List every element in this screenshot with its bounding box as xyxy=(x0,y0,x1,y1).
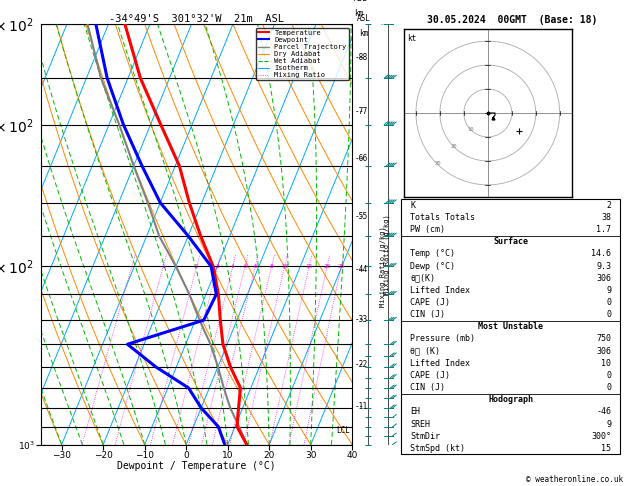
Text: -6: -6 xyxy=(354,154,364,162)
Text: θᴄ (K): θᴄ (K) xyxy=(410,347,440,356)
Text: 6: 6 xyxy=(253,264,257,269)
Text: 5: 5 xyxy=(243,264,247,269)
Text: CAPE (J): CAPE (J) xyxy=(410,298,450,307)
Text: 306: 306 xyxy=(596,347,611,356)
Text: -1: -1 xyxy=(354,402,364,411)
Text: -8: -8 xyxy=(359,53,368,62)
Text: StmDir: StmDir xyxy=(410,432,440,441)
Text: 10: 10 xyxy=(601,359,611,368)
Text: -5: -5 xyxy=(354,212,364,221)
Text: Most Unstable: Most Unstable xyxy=(478,322,543,331)
Text: Lifted Index: Lifted Index xyxy=(410,286,470,295)
Text: SREH: SREH xyxy=(410,419,430,429)
Text: kt: kt xyxy=(408,34,416,43)
Text: 10: 10 xyxy=(281,264,289,269)
Text: 3: 3 xyxy=(216,264,220,269)
Text: 9: 9 xyxy=(606,419,611,429)
Text: Dewp (°C): Dewp (°C) xyxy=(410,261,455,271)
Text: 750: 750 xyxy=(596,334,611,344)
Title: -34°49'S  301°32'W  21m  ASL: -34°49'S 301°32'W 21m ASL xyxy=(109,14,284,23)
Text: © weatheronline.co.uk: © weatheronline.co.uk xyxy=(526,474,623,484)
Text: ASL: ASL xyxy=(357,14,370,23)
Text: 20: 20 xyxy=(323,264,331,269)
Text: -7: -7 xyxy=(359,107,368,116)
Text: 306: 306 xyxy=(596,274,611,283)
Text: 14.6: 14.6 xyxy=(591,249,611,259)
Text: 1.7: 1.7 xyxy=(596,225,611,234)
Text: Pressure (mb): Pressure (mb) xyxy=(410,334,475,344)
Text: -6: -6 xyxy=(359,154,368,162)
Text: 38: 38 xyxy=(601,213,611,222)
Text: -2: -2 xyxy=(359,360,368,369)
Text: -3: -3 xyxy=(354,314,364,324)
Text: km: km xyxy=(359,29,368,38)
Legend: Temperature, Dewpoint, Parcel Trajectory, Dry Adiabat, Wet Adiabat, Isotherm, Mi: Temperature, Dewpoint, Parcel Trajectory… xyxy=(257,28,348,80)
Text: 30: 30 xyxy=(434,161,441,166)
Text: 8: 8 xyxy=(270,264,274,269)
Text: PW (cm): PW (cm) xyxy=(410,225,445,234)
Text: K: K xyxy=(410,201,415,210)
Text: Totals Totals: Totals Totals xyxy=(410,213,475,222)
Text: 25: 25 xyxy=(338,264,345,269)
Text: 0: 0 xyxy=(606,383,611,392)
Text: Surface: Surface xyxy=(493,237,528,246)
Text: -3: -3 xyxy=(359,314,368,324)
Text: CAPE (J): CAPE (J) xyxy=(410,371,450,380)
Text: -2: -2 xyxy=(354,360,364,369)
Text: Mixing Ratio (g/kg): Mixing Ratio (g/kg) xyxy=(384,214,390,295)
Text: 10: 10 xyxy=(468,127,474,132)
Text: -4: -4 xyxy=(359,265,368,274)
Text: 1: 1 xyxy=(161,264,165,269)
Text: -1: -1 xyxy=(359,402,368,411)
Text: 4: 4 xyxy=(231,264,235,269)
Text: 2: 2 xyxy=(606,201,611,210)
Text: StmSpd (kt): StmSpd (kt) xyxy=(410,444,465,453)
Text: 300°: 300° xyxy=(591,432,611,441)
Text: Lifted Index: Lifted Index xyxy=(410,359,470,368)
Text: 15: 15 xyxy=(306,264,313,269)
Text: 0: 0 xyxy=(606,371,611,380)
Text: Hodograph: Hodograph xyxy=(488,395,533,404)
Text: km: km xyxy=(354,9,364,18)
Text: 2: 2 xyxy=(195,264,199,269)
Text: -8: -8 xyxy=(354,53,364,62)
X-axis label: Dewpoint / Temperature (°C): Dewpoint / Temperature (°C) xyxy=(117,461,276,471)
Text: -4: -4 xyxy=(354,265,364,274)
Text: ASL: ASL xyxy=(354,0,368,3)
Text: CIN (J): CIN (J) xyxy=(410,310,445,319)
Text: 20: 20 xyxy=(451,144,457,149)
Text: 9.3: 9.3 xyxy=(596,261,611,271)
Text: 30.05.2024  00GMT  (Base: 18): 30.05.2024 00GMT (Base: 18) xyxy=(428,15,598,25)
Text: Temp (°C): Temp (°C) xyxy=(410,249,455,259)
Text: -46: -46 xyxy=(596,407,611,417)
Text: 0: 0 xyxy=(606,298,611,307)
Text: θᴄ(K): θᴄ(K) xyxy=(410,274,435,283)
Text: 9: 9 xyxy=(606,286,611,295)
Text: EH: EH xyxy=(410,407,420,417)
Text: -7: -7 xyxy=(354,107,364,116)
Text: LCL: LCL xyxy=(337,426,350,435)
Text: Mixing Ratio (g/kg): Mixing Ratio (g/kg) xyxy=(380,226,386,307)
Text: 0: 0 xyxy=(606,310,611,319)
Text: 15: 15 xyxy=(601,444,611,453)
Text: CIN (J): CIN (J) xyxy=(410,383,445,392)
Text: -5: -5 xyxy=(359,212,368,221)
